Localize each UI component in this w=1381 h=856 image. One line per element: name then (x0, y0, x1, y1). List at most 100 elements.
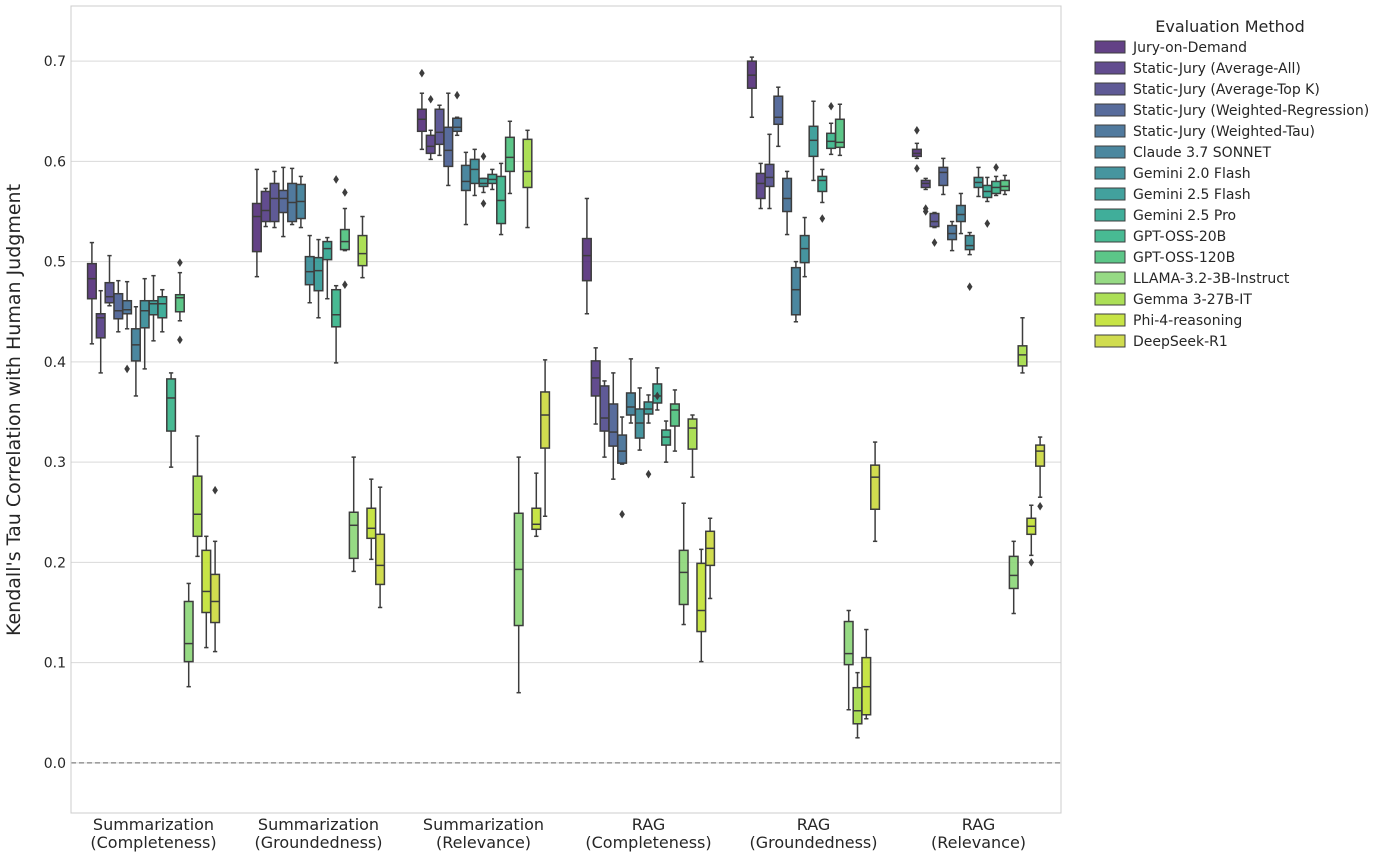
box (687, 414, 698, 478)
box-series-group (166, 101, 1002, 468)
x-category-label-line: (Relevance) (931, 833, 1026, 852)
box-iqr (425, 134, 436, 155)
box-iqr (540, 391, 551, 449)
outlier-point (333, 175, 339, 184)
outlier-point (828, 101, 834, 111)
box (929, 211, 940, 247)
plot-area-frame (70, 5, 1062, 814)
legend-swatch (1094, 40, 1126, 54)
y-tick-label: 0.6 (44, 154, 66, 170)
box (504, 120, 515, 195)
outlier-point (480, 152, 487, 161)
box (982, 176, 993, 228)
box-iqr (322, 240, 333, 261)
box-iqr (817, 175, 828, 193)
box-iqr (599, 385, 610, 432)
outlier-point (819, 214, 826, 223)
legend-item: Static-Jury (Average-Top K) (1094, 82, 1320, 98)
box (705, 517, 716, 600)
box (590, 347, 601, 425)
box (581, 197, 592, 315)
box-iqr (434, 108, 445, 146)
box (870, 441, 881, 543)
outlier-point (480, 199, 487, 208)
box (696, 548, 707, 663)
box-series-group (148, 100, 984, 479)
box (95, 289, 106, 374)
y-tick-label: 0.1 (44, 656, 66, 672)
legend-label: DeepSeek-R1 (1133, 334, 1228, 350)
box-iqr (443, 126, 454, 168)
box-iqr (808, 125, 819, 158)
legend-item: Static-Jury (Weighted-Tau) (1094, 124, 1315, 140)
box (1026, 504, 1037, 567)
box (183, 582, 194, 688)
box-series-group (104, 104, 940, 458)
box-iqr (339, 228, 350, 251)
box-iqr (104, 281, 115, 304)
legend-swatch (1094, 334, 1126, 348)
box (375, 486, 386, 609)
box-iqr (260, 190, 271, 223)
box (331, 175, 342, 364)
outlier-point (454, 90, 460, 100)
legend-label: Jury-on-Demand (1132, 40, 1247, 56)
legend-item: Gemini 2.5 Flash (1094, 187, 1251, 203)
box-iqr (790, 266, 801, 316)
box-iqr (331, 288, 342, 328)
box-iqr (1017, 345, 1028, 367)
x-category-label-line: (Groundedness) (750, 833, 878, 852)
legend-label: Gemini 2.5 Flash (1133, 187, 1251, 203)
box (122, 280, 133, 374)
legend-item: GPT-OSS-120B (1094, 250, 1235, 266)
box (843, 609, 854, 711)
legend-swatch (1094, 82, 1126, 96)
box-iqr (113, 292, 124, 320)
box (764, 133, 775, 210)
y-axis-label: Kendall's Tau Correlation with Human Jud… (3, 184, 25, 636)
box (416, 68, 427, 151)
box (938, 157, 949, 196)
box-iqr (696, 562, 707, 633)
box-iqr (313, 256, 324, 292)
outlier-point (1037, 501, 1043, 511)
box-iqr (581, 237, 592, 282)
outlier-point (922, 207, 929, 216)
box-iqr (852, 686, 863, 725)
x-category-label: RAG (Relevance) (931, 815, 1026, 852)
legend-swatch (1094, 229, 1126, 243)
x-category-label-line: (Completeness) (585, 833, 711, 852)
box (799, 216, 810, 278)
box (166, 372, 177, 468)
box (973, 166, 984, 198)
legend-swatch (1094, 103, 1126, 117)
box-iqr (669, 403, 680, 427)
box-iqr (357, 234, 368, 267)
box (826, 101, 837, 156)
legend-item: Static-Jury (Average-All) (1094, 61, 1301, 77)
outlier-point (419, 68, 425, 78)
box (773, 86, 784, 148)
box (295, 175, 306, 229)
box-iqr (210, 573, 221, 624)
outlier-point (914, 126, 920, 135)
legend-swatch (1094, 271, 1126, 285)
box-series-group (130, 151, 966, 424)
box-iqr (617, 434, 628, 464)
legend-label: Gemini 2.5 Pro (1133, 208, 1236, 224)
box-series (86, 56, 1046, 739)
box-iqr (929, 212, 940, 228)
box (452, 90, 463, 137)
box (1017, 317, 1028, 374)
box (522, 129, 533, 229)
box-iqr (251, 202, 262, 253)
outlier-point (1028, 558, 1035, 567)
legend-label: GPT-OSS-20B (1133, 229, 1226, 245)
box-iqr (122, 299, 133, 315)
box (304, 234, 315, 304)
box (947, 220, 958, 252)
box-series-group (157, 168, 993, 411)
box (130, 305, 141, 397)
y-tick-label: 0.3 (44, 455, 66, 471)
box (964, 231, 975, 291)
